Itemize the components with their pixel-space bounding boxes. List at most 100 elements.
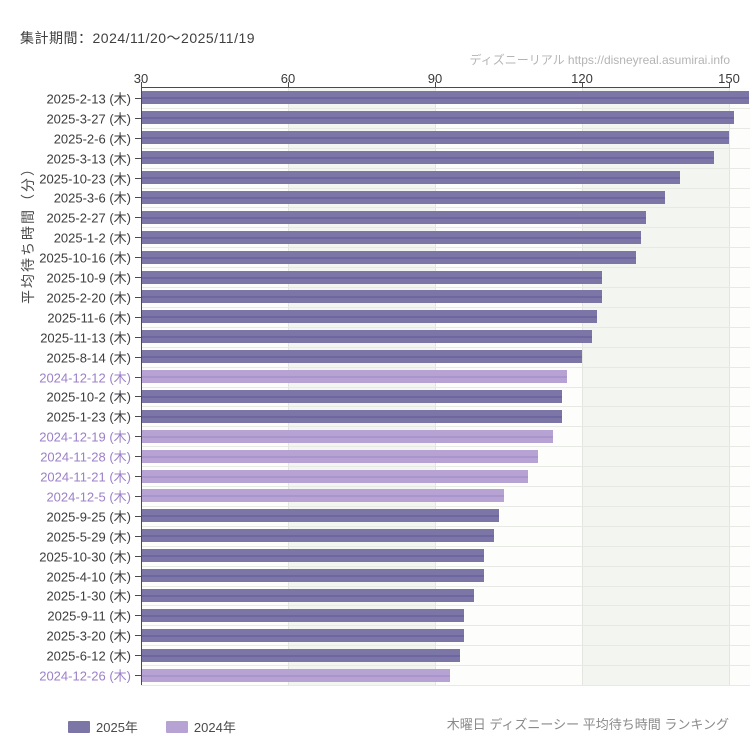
horizontal-gridline [141,147,750,149]
y-axis-tick-mark [135,655,141,657]
y-axis-tick-mark [135,635,141,637]
legend-item-2024[interactable]: 2024年 [165,717,236,736]
category-label: 2025-10-2 (木) [46,389,131,405]
horizontal-gridline [141,326,750,328]
bar[interactable] [141,469,529,483]
x-axis-tick-mark [288,82,289,87]
horizontal-gridline [141,287,750,288]
site-watermark: ディズニーリアル https://disneyreal.asumirai.inf… [469,53,730,67]
y-axis-tick-mark [135,177,141,179]
category-label: 2024-11-21 (木) [40,469,131,485]
x-axis-tick-mark [141,82,142,87]
bar[interactable] [141,628,465,642]
legend-item-2025[interactable]: 2025年 [68,717,138,736]
bar[interactable] [141,210,646,224]
x-axis-tick-mark [435,82,436,87]
horizontal-gridline [141,167,750,169]
category-label: 2025-11-13 (木) [40,330,131,346]
y-axis-tick-mark [135,296,141,298]
horizontal-gridline [141,207,750,209]
y-axis-tick-mark [135,436,141,438]
bar[interactable] [141,290,602,304]
category-label: 2025-1-2 (木) [53,230,131,246]
y-axis-tick-mark [135,237,141,239]
horizontal-gridline [141,267,750,269]
horizontal-gridline [141,585,750,587]
bar[interactable] [141,171,680,185]
bar[interactable] [141,250,636,264]
bar[interactable] [141,429,553,443]
horizontal-gridline [141,565,750,567]
bar[interactable] [141,588,475,602]
y-axis-tick-mark [135,336,141,338]
y-axis-tick-mark [135,515,141,517]
bar[interactable] [141,370,568,384]
bar[interactable] [141,409,563,423]
category-label: 2025-3-20 (木) [46,628,131,644]
category-label: 2025-1-30 (木) [46,588,131,604]
bar[interactable] [141,190,666,204]
horizontal-gridline [141,466,750,468]
plot-area [141,88,750,686]
category-label: 2025-2-20 (木) [46,290,131,306]
bar[interactable] [141,330,592,344]
horizontal-gridline [141,107,750,109]
bar[interactable] [141,230,641,244]
y-axis-tick-mark [135,416,141,418]
bar[interactable] [141,151,715,165]
y-axis-tick-mark [135,476,141,478]
bar[interactable] [141,509,499,523]
bar[interactable] [141,549,484,563]
horizontal-gridline [141,386,750,388]
category-label: 2025-10-9 (木) [46,270,131,286]
category-label: 2025-2-13 (木) [46,91,131,107]
y-axis-tick-mark [135,356,141,358]
x-axis-tick-label: 60 [280,71,296,86]
horizontal-gridline [141,426,750,428]
bar[interactable] [141,389,563,403]
y-axis-tick-mark [135,376,141,378]
category-label: 2025-3-6 (木) [53,190,131,206]
horizontal-gridline [141,446,750,448]
chart-legend: 2025年 2024年 [68,717,236,736]
horizontal-gridline [141,545,750,547]
bar[interactable] [141,91,749,105]
bar[interactable] [141,529,494,543]
category-label: 2025-2-6 (木) [53,131,131,147]
x-axis-tick-mark [729,82,730,87]
y-axis-tick-mark [135,137,141,139]
y-axis-tick-mark [135,117,141,119]
horizontal-gridline [141,645,750,647]
bar[interactable] [141,449,538,463]
y-axis-tick-mark [135,456,141,458]
horizontal-gridline [141,346,750,348]
legend-label-2025: 2025年 [96,720,138,735]
bar[interactable] [141,310,597,324]
bar[interactable] [141,648,460,662]
horizontal-gridline [141,605,750,607]
horizontal-gridline [141,187,750,189]
y-axis-tick-mark [135,396,141,398]
legend-swatch-2024 [165,720,188,733]
chart-title-caption: 木曜日 ディズニーシー 平均待ち時間 ランキング [446,717,729,732]
bar[interactable] [141,270,602,284]
bar[interactable] [141,668,450,682]
y-axis-tick-mark [135,316,141,318]
bar[interactable] [141,608,465,622]
x-axis-tick-label: 120 [571,71,593,86]
x-axis-tick-mark [582,82,583,87]
bar[interactable] [141,569,484,583]
y-axis-tick-mark [135,277,141,279]
bar[interactable] [141,489,504,503]
horizontal-gridline [141,127,750,129]
y-axis-tick-mark [135,675,141,677]
y-axis-tick-mark [135,575,141,577]
bar[interactable] [141,131,729,145]
category-label: 2025-1-23 (木) [46,409,131,425]
category-label: 2025-10-30 (木) [39,549,131,565]
bar[interactable] [141,111,734,125]
bar[interactable] [141,350,582,364]
horizontal-gridline [141,366,750,368]
y-axis-tick-mark [135,535,141,537]
